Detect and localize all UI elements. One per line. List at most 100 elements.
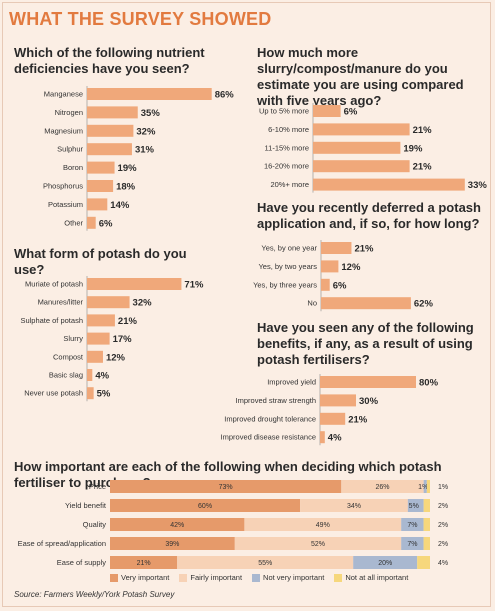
data-label: 34% (347, 503, 361, 510)
category-label: 11-15% more (265, 143, 309, 152)
legend-item-not-very: Not very important (252, 573, 324, 582)
category-label: 16-20% more (264, 162, 309, 171)
data-label: 5% (409, 503, 419, 510)
category-label: Manganese (44, 90, 83, 99)
bar (321, 260, 339, 273)
category-label: Yield benefit (65, 501, 107, 510)
data-label: 32% (133, 298, 153, 309)
bar (321, 242, 352, 254)
bar-segment (234, 537, 402, 550)
bar (321, 297, 411, 310)
data-label: 26% (375, 484, 389, 491)
bar (87, 332, 110, 345)
bar (87, 198, 108, 211)
data-label: 4% (95, 371, 109, 382)
bar (87, 314, 115, 327)
legend-item-very: Very important (110, 573, 169, 582)
bar (320, 394, 356, 407)
bar-segment (110, 499, 301, 512)
data-label: 73% (219, 484, 233, 491)
bar (87, 350, 103, 363)
question-benefits: Have you seen any of the following benef… (257, 320, 474, 367)
data-label: 4% (328, 433, 342, 444)
bar-segment (426, 480, 430, 493)
bar-segment (423, 518, 430, 531)
bar-segment (353, 556, 418, 569)
category-label: Sulphate of potash (20, 316, 83, 325)
question-deferred: Have you recently deferred a potash appl… (257, 200, 481, 231)
category-label: Potassium (48, 200, 83, 209)
bar-segment (110, 537, 235, 550)
category-label: Improved yield (267, 378, 316, 387)
data-label: 18% (116, 182, 136, 193)
bar (320, 431, 325, 444)
bar-segment (244, 518, 402, 531)
bar-segment (417, 556, 430, 569)
data-label: 21% (137, 560, 151, 567)
category-label: Magnesium (44, 126, 83, 135)
data-label: 20% (378, 560, 392, 567)
bar-segment (407, 499, 424, 512)
bar-segment (423, 499, 430, 512)
bar (313, 141, 401, 154)
bar (321, 278, 330, 291)
data-label: 1% (438, 484, 448, 491)
question-importance: How important are each of the following … (14, 459, 442, 490)
data-label: 52% (311, 541, 325, 548)
data-label: 6% (333, 280, 347, 291)
category-label: Other (64, 218, 83, 227)
data-label: 35% (141, 108, 161, 119)
data-label: 49% (316, 522, 330, 529)
data-label: 2% (438, 522, 448, 529)
data-label: 31% (135, 145, 155, 156)
category-label: Never use potash (24, 389, 83, 398)
bar (87, 124, 134, 137)
data-label: 42% (170, 522, 184, 529)
category-label: Boron (63, 163, 83, 172)
bar (87, 106, 138, 119)
data-label: 21% (348, 414, 368, 425)
bar (87, 161, 115, 174)
bar-segment (423, 537, 430, 550)
data-label: 39% (165, 541, 179, 548)
category-label: Improved straw strength (236, 396, 316, 405)
bar (320, 376, 416, 388)
legend-item-fairly: Fairly important (179, 573, 242, 582)
bar-segment (177, 556, 354, 569)
category-label: No (307, 299, 317, 308)
data-label: 17% (113, 334, 133, 345)
data-label: 62% (414, 299, 434, 310)
question-potash-form: What form of potash do you use? (14, 246, 187, 277)
bar-segment (110, 556, 178, 569)
legend: Very important Fairly important Not very… (110, 573, 408, 582)
bar (87, 143, 132, 156)
data-label: 21% (413, 162, 433, 173)
data-label: 80% (419, 378, 439, 389)
bar (87, 296, 130, 309)
source-note: Source: Farmers Weekly/York Potash Surve… (14, 590, 175, 599)
data-label: 30% (359, 396, 379, 407)
bar (320, 412, 346, 425)
question-deficiencies: Which of the following nutrient deficien… (14, 45, 205, 76)
data-label: 4% (438, 560, 448, 567)
data-label: 86% (215, 90, 235, 101)
bar (313, 123, 410, 136)
category-label: Yes, by one year (261, 244, 317, 253)
bar-segment (110, 518, 245, 531)
bar (87, 216, 96, 229)
data-label: 12% (341, 262, 361, 273)
category-label: Sulphur (57, 145, 83, 154)
bar-segment (341, 480, 424, 493)
bar (87, 88, 212, 100)
question-slurry: How much more slurry/compost/manure do y… (257, 45, 464, 108)
data-label: 7% (407, 522, 417, 529)
bar (87, 180, 114, 192)
bar (87, 278, 182, 290)
bar-segment (423, 480, 427, 493)
bar-segment (300, 499, 408, 512)
category-label: Ease of supply (57, 558, 106, 567)
data-label: 1% (418, 484, 428, 491)
data-label: 33% (468, 180, 488, 191)
bar (87, 369, 93, 381)
